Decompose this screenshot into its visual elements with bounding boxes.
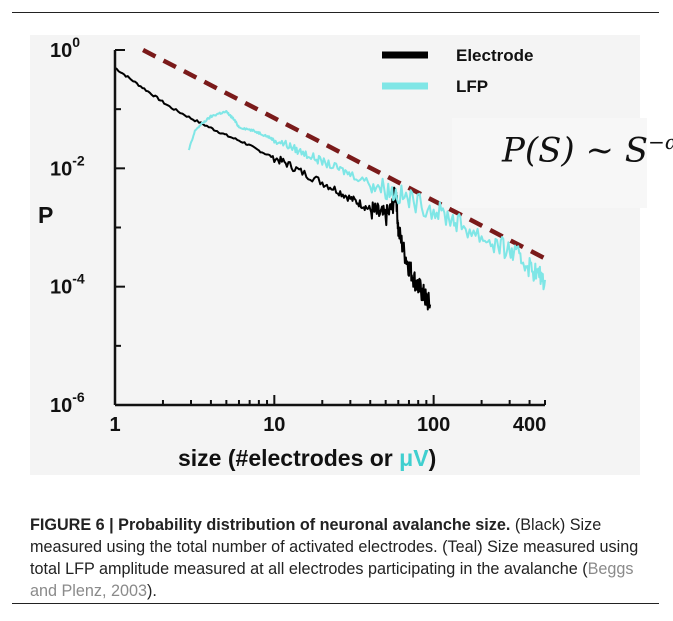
figure-caption: FIGURE 6 | Probability distribution of n… [30, 514, 650, 602]
legend-label-lfp: LFP [456, 77, 488, 96]
x-axis-label: size (#electrodes or μV) [178, 445, 436, 471]
caption-end: ). [147, 582, 157, 600]
y-tick-label: 10-6 [50, 389, 85, 417]
power-law-fit-line [142, 48, 547, 261]
series-line-lfp [187, 110, 546, 291]
caption-title: FIGURE 6 | Probability distribution of n… [30, 516, 511, 534]
y-tick-label: 10-4 [50, 271, 85, 299]
y-tick-label: 100 [50, 34, 80, 62]
legend-label-electrode: Electrode [456, 46, 533, 65]
power-law-annotation: P(S) ~ S−α [452, 118, 673, 208]
x-tick-label: 10 [263, 414, 285, 436]
caption-body: (Black) Size measured using the total nu… [30, 516, 639, 578]
x-tick-label: 400 [513, 414, 546, 436]
y-tick-label: 10-2 [50, 152, 85, 180]
legend: Electrode LFP [382, 46, 533, 96]
annotation-base: P(S) ~ S [502, 130, 649, 171]
x-tick-label: 1 [109, 414, 120, 436]
y-axis-label: P [38, 202, 53, 228]
x-tick-label: 100 [417, 414, 450, 436]
annotation-exponent: −α [648, 130, 673, 154]
series-line-electrode [114, 66, 432, 311]
caption-citation: Beggs and Plenz, 2003 [30, 560, 634, 600]
figure-frame [12, 12, 659, 604]
